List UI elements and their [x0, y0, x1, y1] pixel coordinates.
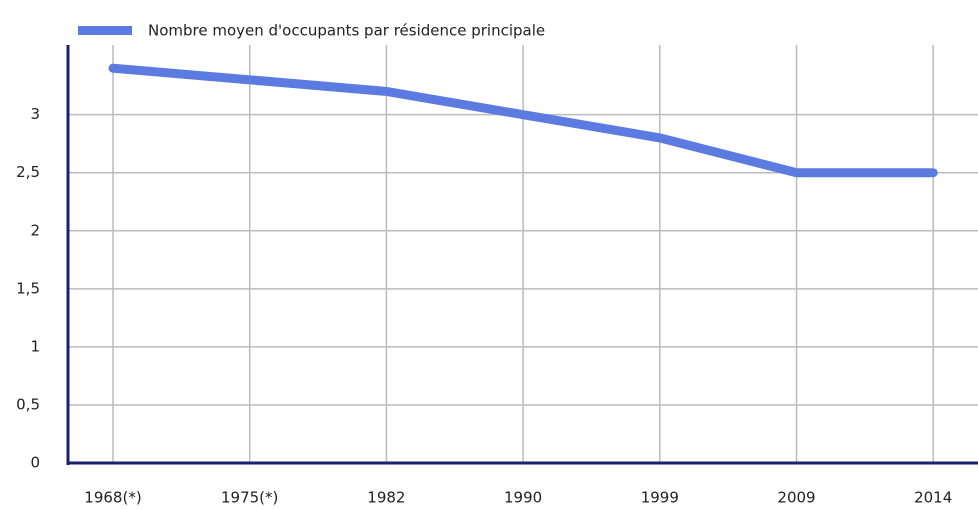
data-line	[108, 63, 938, 178]
y-tick-label: 1	[30, 337, 40, 355]
x-tick-label: 1990	[504, 489, 542, 507]
legend-swatch	[78, 26, 132, 35]
y-tick-label: 2,5	[16, 163, 40, 181]
y-tick-label: 0,5	[16, 395, 40, 413]
x-tick-label: 1968(*)	[84, 489, 141, 507]
x-tick-label: 1982	[367, 489, 405, 507]
x-tick-label: 2014	[914, 489, 952, 507]
x-tick-label: 2009	[777, 489, 815, 507]
legend-label: Nombre moyen d'occupants par résidence p…	[148, 22, 545, 40]
y-tick-label: 0	[30, 454, 40, 472]
y-tick-label: 3	[30, 105, 40, 123]
y-tick-label: 1,5	[16, 279, 40, 297]
x-tick-label: 1975(*)	[221, 489, 278, 507]
y-tick-label: 2	[30, 221, 40, 239]
x-tick-label: 1999	[641, 489, 679, 507]
